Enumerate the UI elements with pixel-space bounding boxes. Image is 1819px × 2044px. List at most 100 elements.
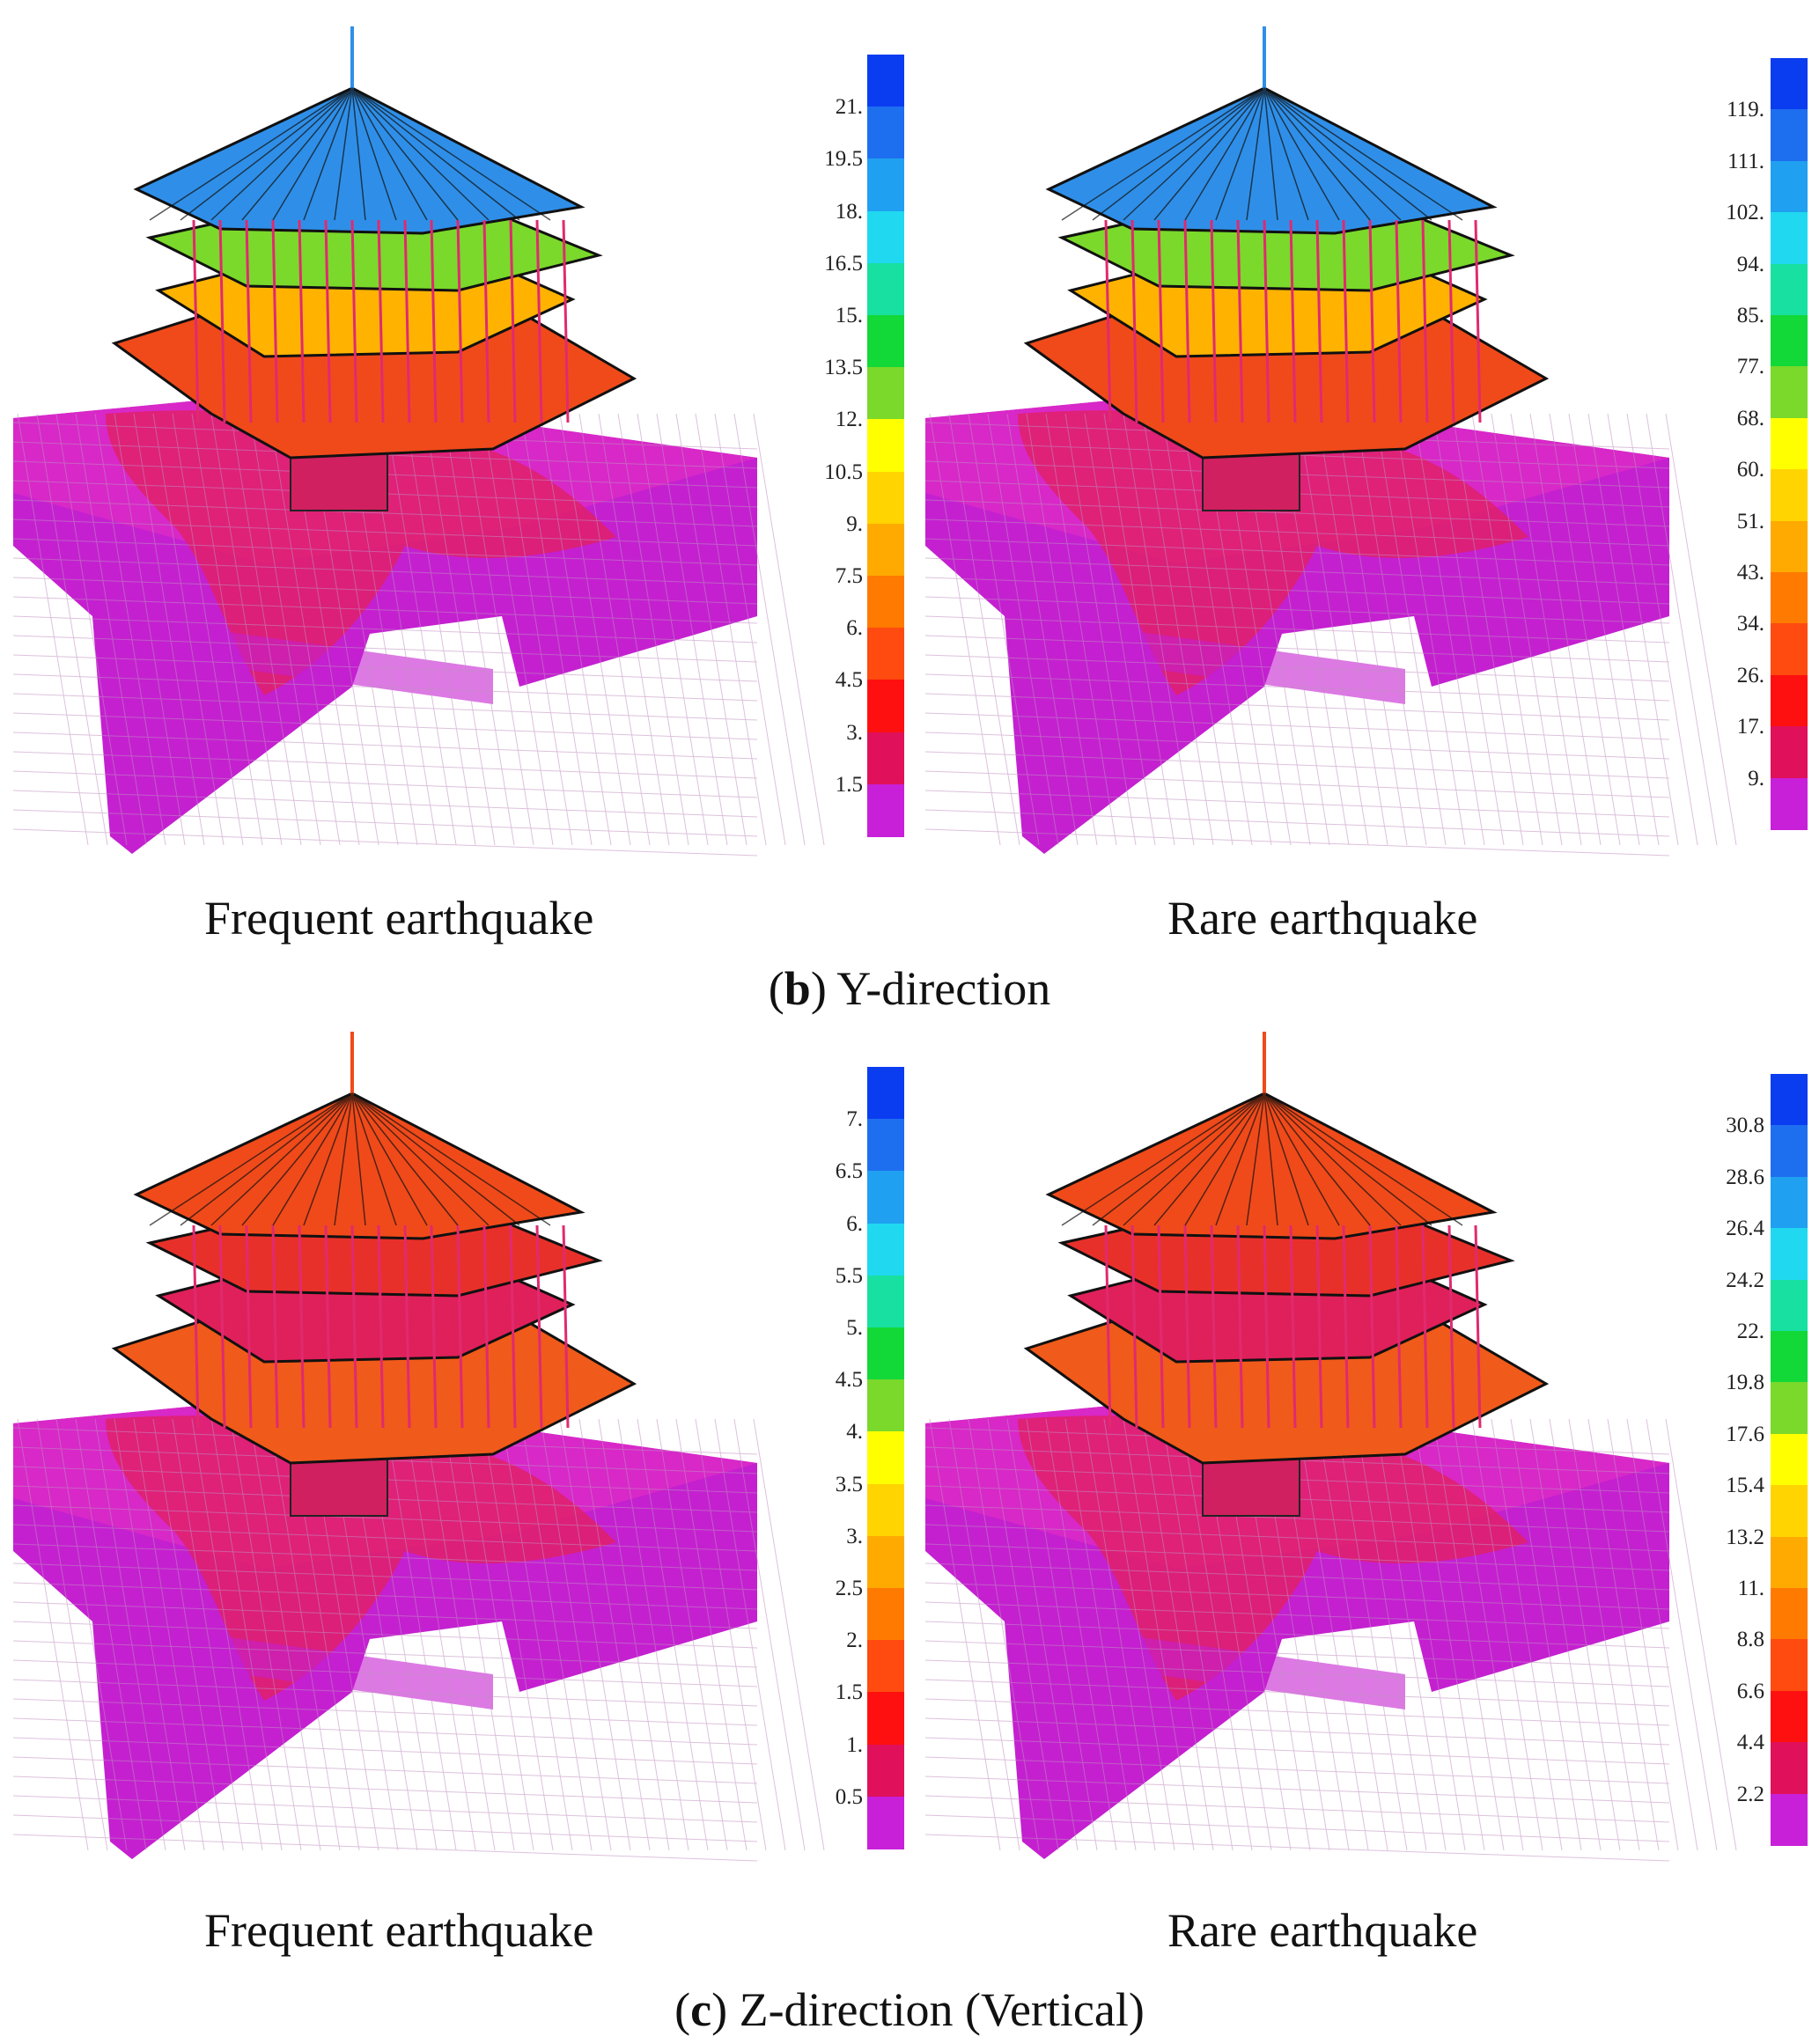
colorbar-tick-label: 119. (1727, 98, 1764, 122)
panel-caption: Rare earthquake (1167, 1904, 1478, 1957)
colorbar-tick-label: 21. (835, 95, 863, 120)
colorbar-segment (867, 1692, 904, 1746)
model-render (0, 0, 845, 880)
colorbar-segment (867, 1744, 904, 1798)
colorbar-segment (867, 1067, 904, 1121)
colorbar-tick-label: 8.8 (1736, 1628, 1764, 1652)
colorbar-tick-label: 5.5 (835, 1263, 863, 1288)
colorbar-segment (867, 1275, 904, 1328)
colorbar-segment (867, 210, 904, 264)
colorbar-tick-label: 4.4 (1736, 1731, 1764, 1755)
colorbar-tick-label: 13.2 (1726, 1525, 1764, 1549)
colorbar-segment (867, 1327, 904, 1381)
colorbar-tick-label: 60. (1736, 458, 1764, 482)
colorbar-tick-label: 19.8 (1726, 1371, 1764, 1395)
colorbar-segment (1771, 674, 1808, 728)
mesh-grid (12, 413, 825, 857)
colorbar-segment (867, 1796, 904, 1849)
colorbar-segment (867, 628, 904, 681)
colorbar-segment (1771, 1639, 1808, 1692)
colorbar (867, 55, 904, 837)
colorbar-segment (867, 680, 904, 733)
section-letter: b (784, 962, 811, 1015)
colorbar-tick-label: 22. (1736, 1320, 1764, 1343)
panel-c-frequent: 7. 6.5 6. 5.5 5. 4.5 4. 3.5 3. 2.5 2. 1.5 1. 0.5 Freq… (0, 1032, 907, 1982)
colorbar-tick-label: 68. (1736, 406, 1764, 430)
colorbar-segment (1771, 1382, 1808, 1435)
colorbar-tick-label: 51. (1736, 509, 1764, 533)
section-title-text: Z-direction (Vertical) (739, 1983, 1145, 2036)
colorbar-tick-label: 5. (846, 1316, 863, 1340)
colorbar-segment (867, 107, 904, 160)
colorbar-tick-label: 26.4 (1726, 1217, 1764, 1241)
colorbar-tick-label: 2.2 (1736, 1782, 1764, 1806)
colorbar-tick-label: 11. (1737, 1577, 1764, 1600)
model-render (912, 1032, 1757, 1912)
colorbar-tick-label: 16.5 (824, 251, 863, 276)
colorbar-tick-label: 24.2 (1726, 1268, 1764, 1292)
colorbar (1771, 58, 1808, 830)
colorbar-tick-label: 3. (846, 1524, 863, 1548)
mesh-grid (12, 1418, 825, 1862)
colorbar-segment (1771, 1742, 1808, 1795)
colorbar-segment (1771, 58, 1808, 111)
colorbar-segment (867, 1223, 904, 1276)
section-letter: c (690, 1983, 712, 2036)
colorbar-segment (867, 158, 904, 212)
colorbar-tick-label: 2.5 (835, 1577, 863, 1600)
section-title-b: (b) Y-direction (768, 962, 1051, 1015)
colorbar-segment (1771, 366, 1808, 419)
colorbar-segment (1771, 1793, 1808, 1846)
colorbar-segment (1771, 109, 1808, 162)
colorbar-segment (1771, 1331, 1808, 1384)
columns (192, 1224, 570, 1429)
colorbar-segment (867, 315, 904, 369)
colorbar-segment (867, 262, 904, 316)
colorbar-segment (867, 1431, 904, 1485)
panel-b-rare: 119. 111. 102. 94. 85. 77. 68. 60. 51. 43. 34. 26. 1… (912, 0, 1819, 951)
colorbar-tick-label: 18. (835, 199, 863, 224)
colorbar-segment (867, 471, 904, 525)
colorbar-segment (1771, 212, 1808, 265)
colorbar-tick-label: 43. (1736, 561, 1764, 585)
colorbar-segment (867, 55, 904, 108)
colorbar-tick-label: 6. (846, 616, 863, 641)
colorbar-segment (1771, 520, 1808, 573)
panel-caption: Rare earthquake (1167, 892, 1478, 945)
colorbar-ticks: 7. 6.5 6. 5.5 5. 4.5 4. 3.5 3. 2.5 2. 1.5 1. 0.5 (775, 1067, 863, 1849)
colorbar-segment (1771, 1279, 1808, 1332)
colorbar-ticks: 119. 111. 102. 94. 85. 77. 68. 60. 51. 43. 34. 26. 1… (1661, 58, 1764, 829)
colorbar-segment (867, 1640, 904, 1694)
colorbar (1771, 1074, 1808, 1846)
colorbar-segment (867, 576, 904, 629)
colorbar-tick-label: 1.5 (835, 1680, 863, 1705)
colorbar-tick-label: 15.4 (1726, 1474, 1764, 1498)
colorbar-segment (867, 367, 904, 421)
colorbar-segment (1771, 1228, 1808, 1281)
colorbar-tick-label: 26. (1736, 663, 1764, 687)
columns (192, 219, 570, 423)
colorbar-segment (1771, 160, 1808, 214)
colorbar-segment (1771, 417, 1808, 471)
colorbar-segment (867, 732, 904, 785)
colorbar-tick-label: 3.5 (835, 1472, 863, 1496)
colorbar-segment (867, 783, 904, 837)
colorbar-segment (1771, 1485, 1808, 1538)
colorbar-segment (867, 1588, 904, 1642)
section-title-c: (c) Z-direction (Vertical) (674, 1983, 1145, 2036)
colorbar-tick-label: 0.5 (835, 1784, 863, 1809)
colorbar-tick-label: 7.5 (835, 564, 863, 588)
colorbar-tick-label: 4.5 (835, 1368, 863, 1393)
colorbar-segment (867, 1119, 904, 1173)
colorbar-tick-label: 30.8 (1726, 1114, 1764, 1138)
mesh-grid (924, 1418, 1737, 1862)
colorbar-tick-label: 6.6 (1736, 1679, 1764, 1703)
panel-c-rare: 30.8 28.6 26.4 24.2 22. 19.8 17.6 15.4 13.2 11. 8.… (912, 1032, 1819, 1982)
colorbar-tick-label: 1.5 (835, 772, 863, 797)
colorbar-segment (1771, 572, 1808, 625)
columns (1104, 1224, 1482, 1429)
colorbar-segment (867, 1535, 904, 1589)
colorbar-tick-label: 2. (846, 1629, 863, 1653)
colorbar-tick-label: 111. (1727, 149, 1764, 173)
colorbar-segment (867, 1483, 904, 1537)
